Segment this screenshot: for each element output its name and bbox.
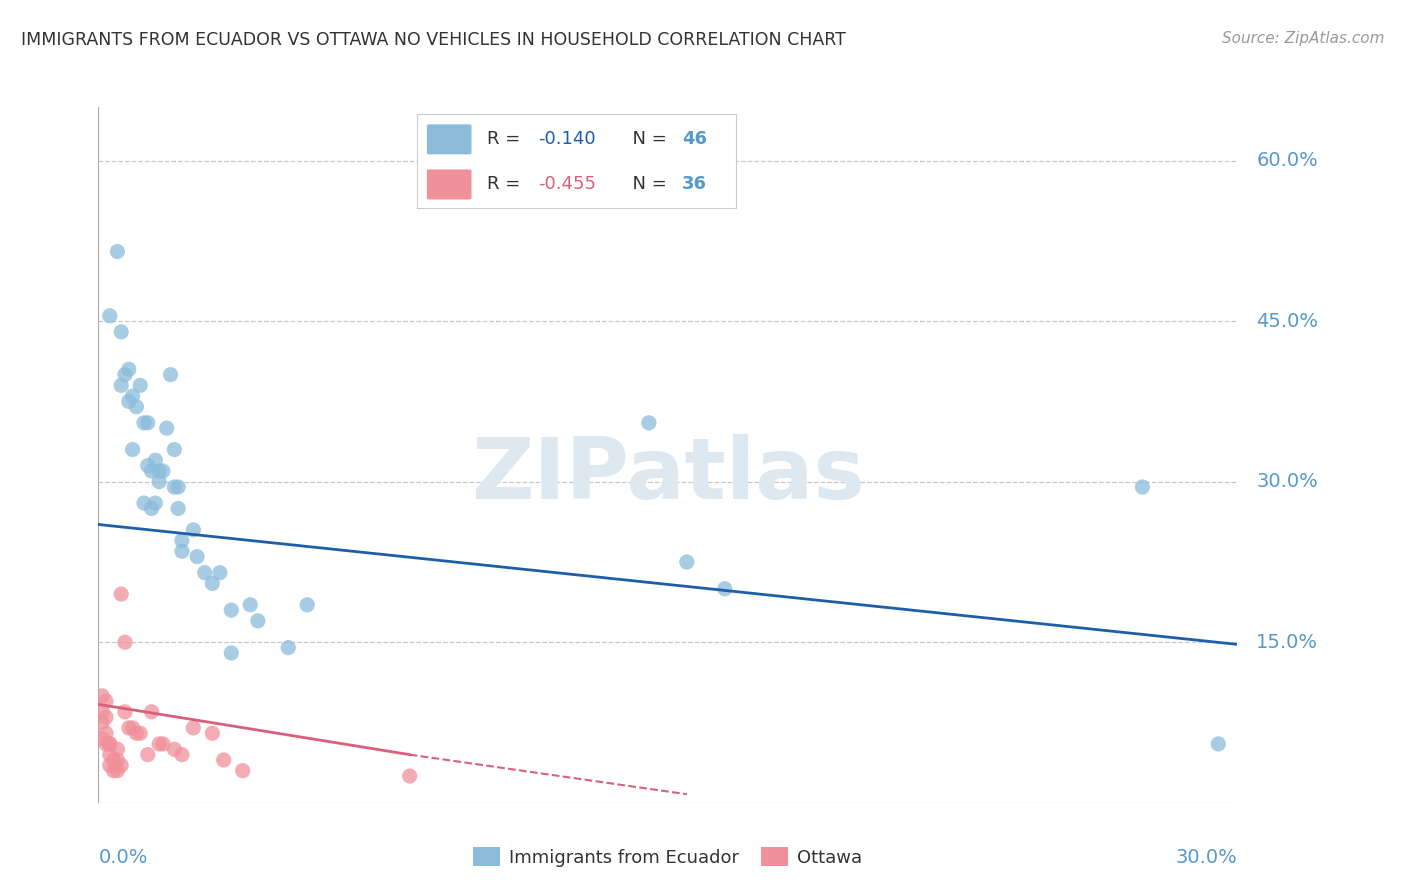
Point [136, 747, 159, 762]
Point [277, 640, 299, 655]
Point [103, 764, 125, 778]
Point [114, 705, 136, 719]
Point [136, 458, 159, 473]
Text: 30.0%: 30.0% [1257, 472, 1317, 491]
Point [118, 362, 141, 376]
Point [170, 533, 193, 548]
Point [145, 453, 167, 467]
Text: Source: ZipAtlas.com: Source: ZipAtlas.com [1222, 31, 1385, 46]
Point [121, 721, 143, 735]
Point [98, 737, 121, 751]
Point [125, 726, 148, 740]
Point [156, 421, 179, 435]
Point [170, 747, 193, 762]
Point [167, 501, 190, 516]
Point [186, 549, 208, 564]
Point [148, 464, 170, 478]
Point [1208, 737, 1230, 751]
Point [212, 753, 235, 767]
Point [98, 737, 121, 751]
Point [167, 480, 190, 494]
Point [221, 646, 243, 660]
Point [118, 394, 141, 409]
Point [91, 731, 114, 746]
Point [110, 378, 132, 392]
Point [94, 726, 117, 740]
Legend: Immigrants from Ecuador, Ottawa: Immigrants from Ecuador, Ottawa [467, 840, 869, 874]
Point [125, 400, 148, 414]
Point [141, 501, 163, 516]
Point [121, 442, 143, 457]
Point [98, 747, 121, 762]
Point [170, 544, 193, 558]
Point [676, 555, 699, 569]
Point [638, 416, 661, 430]
Point [107, 764, 129, 778]
Text: 15.0%: 15.0% [1257, 632, 1319, 652]
Point [152, 737, 174, 751]
Point [714, 582, 737, 596]
Point [110, 587, 132, 601]
Point [107, 742, 129, 756]
Point [110, 758, 132, 772]
Point [141, 464, 163, 478]
Point [91, 689, 114, 703]
Point [297, 598, 319, 612]
Point [152, 464, 174, 478]
Text: 45.0%: 45.0% [1257, 311, 1319, 331]
Point [98, 758, 121, 772]
Point [163, 742, 186, 756]
Point [239, 598, 262, 612]
Point [114, 368, 136, 382]
Point [148, 737, 170, 751]
Point [163, 442, 186, 457]
Point [221, 603, 243, 617]
Point [159, 368, 181, 382]
Point [1132, 480, 1154, 494]
Point [110, 325, 132, 339]
Point [118, 721, 141, 735]
Point [107, 244, 129, 259]
Point [246, 614, 269, 628]
Point [121, 389, 143, 403]
Text: 0.0%: 0.0% [98, 847, 148, 867]
Point [94, 694, 117, 708]
Point [91, 705, 114, 719]
Point [208, 566, 231, 580]
Point [129, 726, 152, 740]
Point [148, 475, 170, 489]
Point [201, 576, 224, 591]
Point [94, 710, 117, 724]
Text: ZIPatlas: ZIPatlas [471, 434, 865, 517]
Point [98, 309, 121, 323]
Point [132, 496, 155, 510]
Text: 30.0%: 30.0% [1175, 847, 1237, 867]
Point [107, 753, 129, 767]
Point [136, 416, 159, 430]
Point [91, 715, 114, 730]
Point [183, 721, 205, 735]
Text: 60.0%: 60.0% [1257, 151, 1317, 170]
Point [103, 753, 125, 767]
Point [114, 635, 136, 649]
Point [163, 480, 186, 494]
Point [141, 705, 163, 719]
Text: IMMIGRANTS FROM ECUADOR VS OTTAWA NO VEHICLES IN HOUSEHOLD CORRELATION CHART: IMMIGRANTS FROM ECUADOR VS OTTAWA NO VEH… [21, 31, 846, 49]
Point [183, 523, 205, 537]
Point [132, 416, 155, 430]
Point [129, 378, 152, 392]
Point [398, 769, 420, 783]
Point [94, 737, 117, 751]
Point [145, 496, 167, 510]
Point [201, 726, 224, 740]
Point [232, 764, 254, 778]
Point [194, 566, 217, 580]
